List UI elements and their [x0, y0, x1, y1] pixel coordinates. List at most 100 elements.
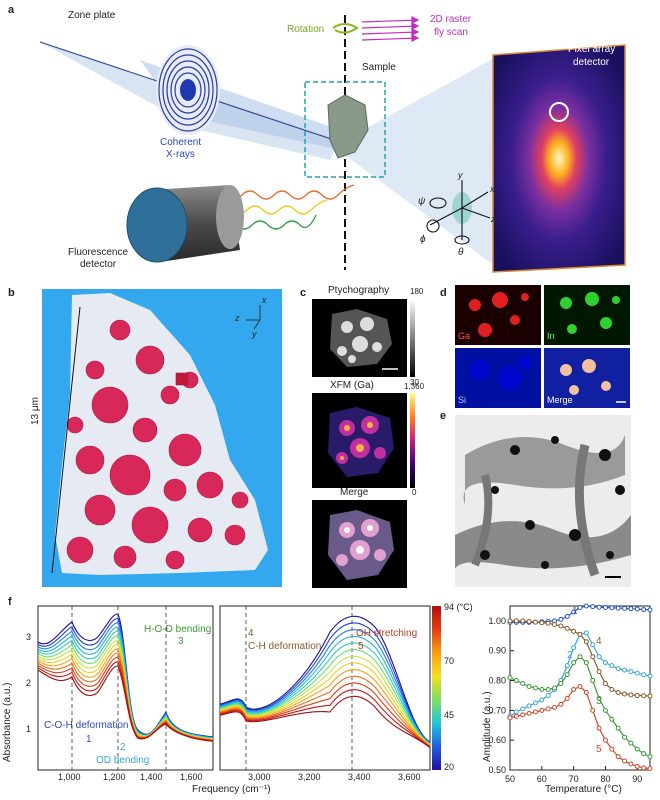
series-point-3: [583, 660, 589, 666]
ann-hod: H-O-D bending: [144, 624, 212, 635]
mid-chart-frame: [219, 605, 431, 771]
panel-e-label: e: [440, 410, 447, 422]
abs-curve-high-9: [219, 669, 431, 747]
series-point-5: [609, 746, 615, 752]
series-point-3: [577, 654, 583, 660]
abs-curve-low-4: [37, 626, 214, 739]
series-point-5: [545, 706, 551, 712]
series-point-3: [507, 675, 513, 681]
panel-c: c Ptychography 180 30 XFM (Ga) 1,360 0 M…: [300, 285, 445, 590]
ann-oh: OH stretching: [356, 628, 418, 639]
abs-curve-high-12: [219, 689, 431, 748]
curve-label-5: 5: [596, 744, 602, 755]
series-point-2: [596, 654, 602, 660]
abs-curve-low-13: [37, 665, 214, 742]
abs-curve-high-10: [219, 675, 431, 747]
panel-a: a Zone plate Coherent X-rays Rotation 2D…: [0, 0, 660, 280]
series-point-2: [583, 630, 589, 636]
ptycho-max: 180: [410, 287, 424, 296]
series-point-2: [615, 666, 621, 672]
series-point-5: [615, 754, 621, 760]
series-point-2: [513, 709, 519, 715]
series-point-3: [628, 740, 634, 746]
tem-image: [453, 415, 631, 587]
left-chart-frame: [37, 605, 214, 771]
panel-f-label: f: [8, 596, 12, 608]
series-point-4: [507, 618, 513, 624]
series-point-2: [641, 672, 647, 678]
sample-label: Sample: [362, 62, 396, 73]
colorbar-70: 70: [444, 656, 455, 666]
right-xtick-label: 50: [505, 774, 515, 784]
series-point-3: [564, 672, 570, 678]
series-point-4: [532, 619, 538, 625]
series-point-5: [552, 704, 558, 710]
colorbar-20: 20: [444, 762, 455, 772]
abs-curve-low-12: [37, 661, 214, 742]
series-point-1: [590, 604, 596, 610]
series-point-4: [513, 618, 519, 624]
series-point-2: [571, 645, 577, 651]
tomography-image: [42, 289, 282, 587]
ptycho-colorbar: [410, 299, 415, 377]
series-point-3: [545, 686, 551, 692]
series-point-4: [552, 621, 558, 627]
series-point-3: [552, 685, 558, 691]
series-point-3: [609, 716, 615, 722]
left-ytick-3: 3: [26, 632, 32, 642]
series-point-5: [571, 686, 577, 692]
coherent-label: Coherent: [160, 137, 202, 148]
raster-label-1: 2D raster: [430, 14, 472, 25]
series-point-3: [596, 695, 602, 701]
series-point-2: [609, 663, 615, 669]
series-point-1: [609, 605, 615, 611]
ann-oh-n: 5: [358, 641, 364, 652]
left-ytick-1: 1: [26, 724, 32, 734]
series-point-4: [647, 693, 653, 699]
right-ytick-label: 0.50: [488, 765, 506, 775]
series-point-2: [526, 703, 532, 709]
panel-a-diagram: [39, 15, 626, 273]
ylabel-amplitude: Amplitude (a.u.): [482, 691, 493, 762]
ann-od-n: 2: [120, 742, 126, 753]
series-point-4: [602, 681, 608, 687]
abs-curve-high-4: [219, 635, 431, 744]
curve-label-1: 1: [572, 606, 578, 617]
temperature-colorbar: [432, 606, 441, 770]
series-point-1: [596, 604, 602, 610]
series-point-2: [539, 697, 545, 703]
abs-curve-low-8: [37, 643, 214, 740]
left-xtick-1600: 1,600: [180, 772, 203, 782]
panel-f: f 1.00 0.90 0.80 0.70 0.60 0.50 50 60 70 80 90 1 2 3 4…: [0, 592, 660, 800]
series-point-1: [641, 607, 647, 613]
ptycho-min: 30: [410, 378, 419, 387]
panel-a-label: a: [8, 4, 15, 16]
panel-d: d Ga In Si Merge: [440, 285, 655, 410]
series-point-1: [647, 607, 653, 613]
series-point-5: [526, 710, 532, 716]
particle-cluster: [66, 319, 249, 570]
abs-curve-low-3: [37, 622, 214, 739]
ga-map: [455, 285, 541, 345]
series-point-5: [602, 737, 608, 743]
series-point-5: [564, 695, 570, 701]
series-point-3: [539, 686, 545, 692]
coordinate-axes-icon: [426, 180, 491, 245]
series-point-2: [532, 700, 538, 706]
series-point-5: [532, 709, 538, 715]
abs-curve-low-5: [37, 630, 214, 739]
right-ytick-label: 0.80: [488, 676, 506, 686]
series-point-2: [647, 673, 653, 679]
left-xtick-1200: 1,200: [103, 772, 126, 782]
series-point-3: [513, 678, 519, 684]
xfm-min: 0: [412, 488, 417, 497]
series-point-4: [628, 692, 634, 698]
series-point-3: [590, 678, 596, 684]
merge-c-title: Merge: [340, 487, 369, 498]
detector-label-1: Pixel array: [568, 44, 616, 55]
series-point-5: [622, 758, 628, 764]
series-point-5: [577, 684, 583, 690]
mid-xtick-3600: 3,600: [398, 772, 421, 782]
series-point-3: [602, 707, 608, 713]
xlabel-frequency: Frequency (cm⁻¹): [192, 784, 271, 795]
